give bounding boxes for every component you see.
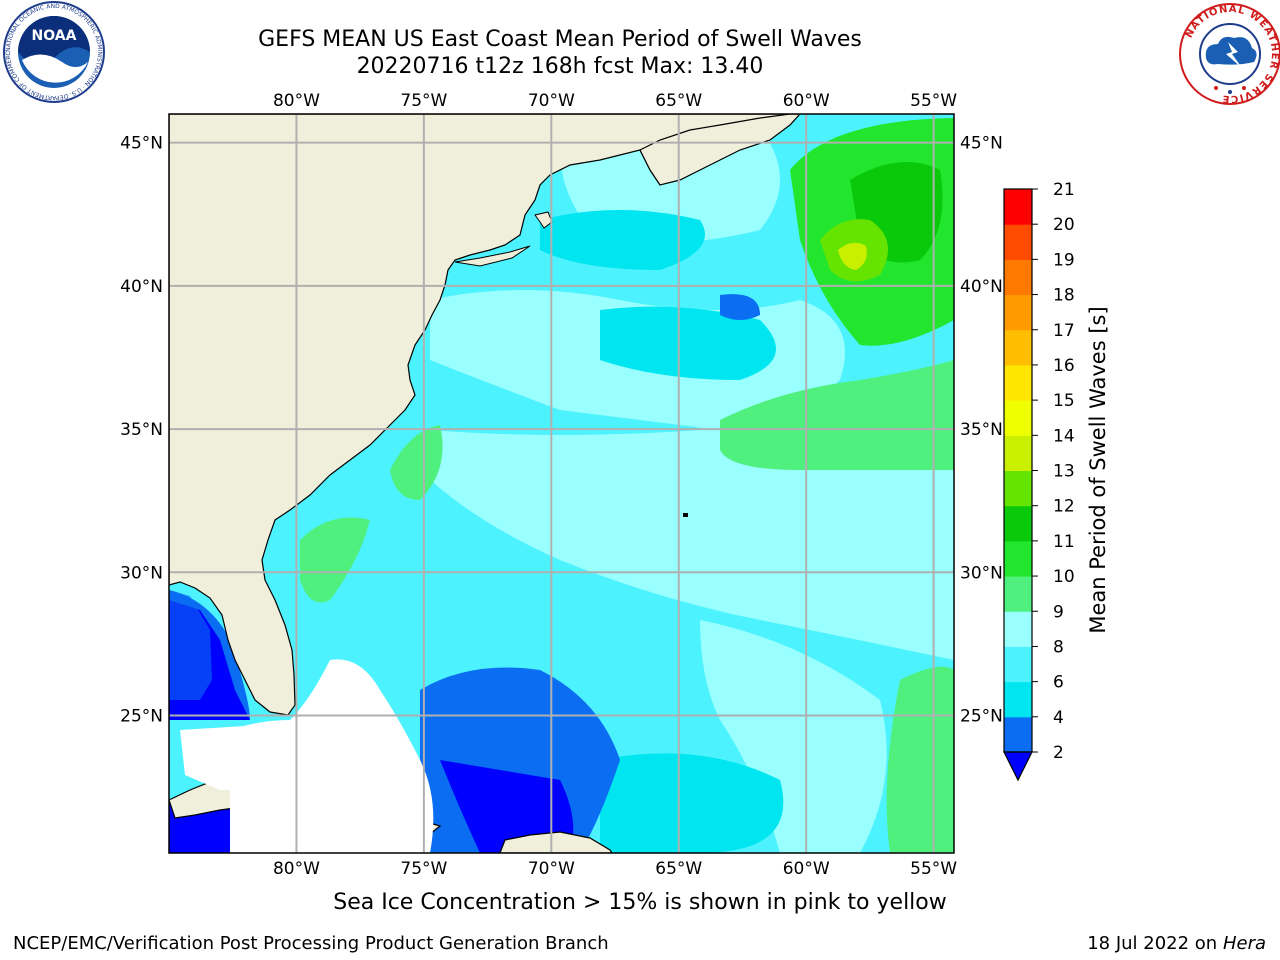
swell-region-under-2s [440,760,574,853]
lat-tick-left: 40°N [120,277,163,297]
colorbar-segment [1004,364,1032,401]
colorbar-tick-label: 20 [1053,215,1075,235]
colorbar-tick-label: 19 [1053,250,1075,270]
land-florida-bay [180,725,280,790]
colorbar-tick-label: 10 [1053,567,1075,587]
lat-tick-left: 25°N [120,707,163,727]
lat-tick-left: 35°N [120,420,163,440]
lon-tick-top: 80°W [273,91,320,111]
lon-tick-top: 75°W [400,91,447,111]
map-gridlines [169,114,954,853]
colorbar-tick-label: 16 [1053,356,1075,376]
colorbar-segment [1004,681,1032,718]
colorbar-segment [1004,259,1032,296]
lon-tick-top: 55°W [910,91,957,111]
colorbar-segment [1004,435,1032,471]
swell-region-4-6s [720,294,760,320]
swell-region-6-8s [540,210,705,270]
colorbar-segment [1004,224,1032,260]
colorbar-segment [1004,646,1032,683]
lat-tick-right: 25°N [960,707,1003,727]
colorbar-tick-label: 8 [1053,637,1064,657]
colorbar-tick-label: 13 [1053,462,1075,482]
swell-region-gulf [169,590,212,700]
swell-region-9-10s [720,360,954,470]
lat-tick-right: 30°N [960,563,1003,583]
colorbar-segment [1004,189,1032,225]
producer-credit: NCEP/EMC/Verification Post Processing Pr… [13,933,609,954]
chart-subtitle: 20220716 t12z 168h fcst Max: 13.40 [356,54,764,79]
lat-tick-right: 35°N [960,420,1003,440]
sea-ice-note: Sea Ice Concentration > 15% is shown in … [333,890,947,915]
colorbar-tick-label: 18 [1053,286,1075,306]
lon-tick-top: 65°W [655,91,702,111]
colorbar-tick-label: 2 [1053,743,1064,763]
colorbar-segment [1004,329,1032,366]
generation-date-text: 18 Jul 2022 on [1087,933,1223,954]
lon-tick-top: 70°W [528,91,575,111]
colorbar-segment [1004,505,1032,542]
colorbar-under-arrow [1003,751,1033,782]
colorbar-segment [1004,294,1032,331]
swell-region-6-8s [600,306,776,380]
colorbar-segment [1004,400,1032,436]
colorbar-tick-label: 12 [1053,497,1075,517]
colorbar-label: Mean Period of Swell Waves [s] [1086,306,1110,634]
colorbar-segment [1004,716,1032,753]
colorbar-tick-label: 4 [1053,708,1064,728]
map-frame [168,113,955,854]
colorbar-tick-label: 21 [1053,180,1075,200]
land-cape-cod [534,211,553,229]
lat-tick-right: 45°N [960,134,1003,154]
colorbar-segment [1004,470,1032,507]
land-long-island [454,245,531,267]
generation-date: 18 Jul 2022 on Hera [1087,933,1266,954]
land-bahamas [230,659,434,853]
swell-region-9-10s [886,666,954,853]
colorbar: 2 4 6 8 9 10 11 12 13 14 15 16 17 18 19 20 21 [1003,180,1075,782]
swell-region-6-8s [600,753,784,853]
chart-title: GEFS MEAN US East Coast Mean Period of S… [258,27,862,52]
lat-tick-right: 40°N [960,277,1003,297]
noaa-wordmark: NOAA [32,28,77,44]
colorbar-tick-label: 15 [1053,391,1075,411]
lon-tick-bottom: 55°W [910,859,957,879]
land-north-america [169,114,801,716]
colorbar-tick-label: 14 [1053,426,1075,446]
colorbar-tick-label: 9 [1053,602,1064,622]
noaa-logo: NATIONAL OCEANIC AND ATMOSPHERIC ADMINIS… [2,0,105,103]
swell-region-9-10s [300,517,370,603]
colorbar-segment [1004,576,1032,612]
lon-tick-bottom: 80°W [273,859,320,879]
lat-tick-left: 45°N [120,134,163,154]
land-nova-scotia [639,114,801,186]
lon-tick-bottom: 75°W [400,859,447,879]
swell-region-9-10s [390,425,443,500]
map-field [169,114,954,853]
colorbar-tick-label: 6 [1053,673,1064,693]
small-island [683,513,688,517]
lon-tick-bottom: 70°W [528,859,575,879]
map-axis-ticks: 80°W 80°W 75°W 75°W 70°W 70°W 65°W 65°W 60°W 60°W… [120,91,1003,879]
lon-tick-bottom: 60°W [783,859,830,879]
lon-tick-bottom: 65°W [655,859,702,879]
colorbar-tick-label: 17 [1053,321,1075,341]
colorbar-segment [1004,540,1032,577]
colorbar-segment [1004,611,1032,647]
swell-region-13-14s [838,242,867,270]
colorbar-tick-label: 11 [1053,532,1075,552]
lon-tick-top: 60°W [783,91,830,111]
nws-logo: NATIONAL WEATHER SERVICE [1179,3,1280,105]
swell-region-8-9s [700,620,887,853]
host-name: Hera [1222,933,1266,954]
lat-tick-left: 30°N [120,563,163,583]
